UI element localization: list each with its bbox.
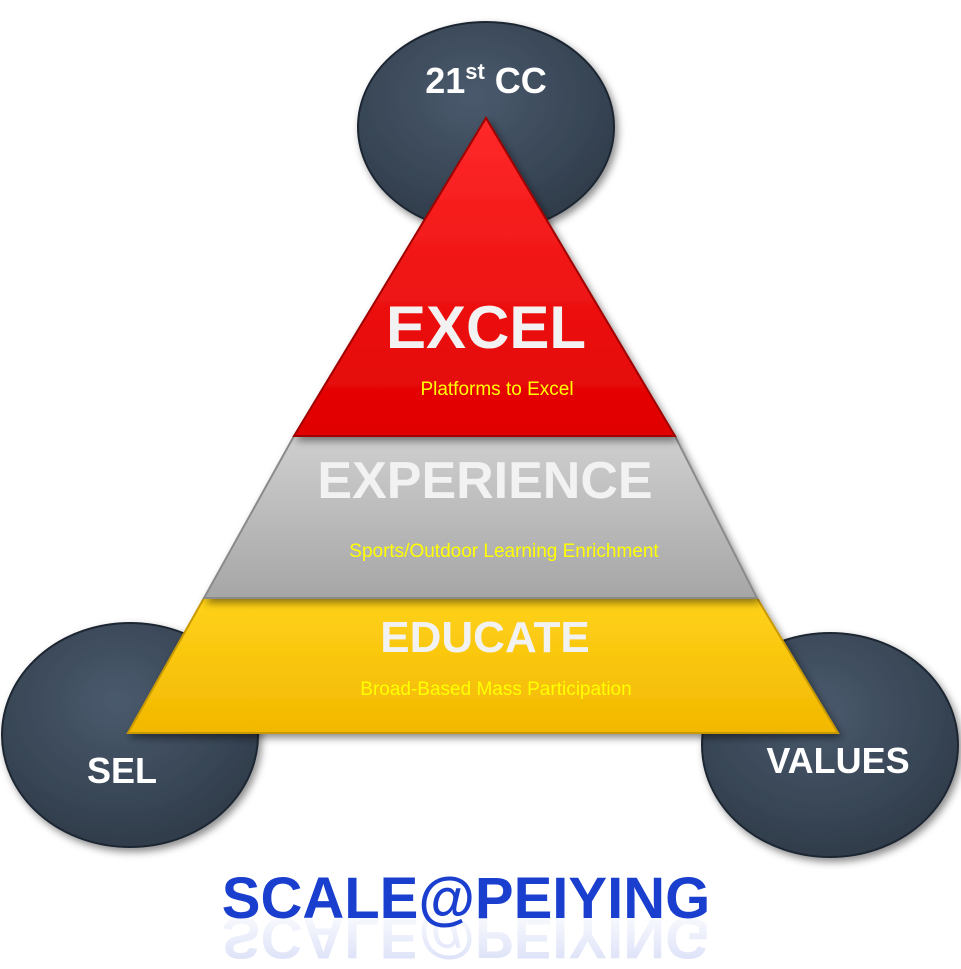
circle-left-label: SEL [87,750,157,791]
tier-experience: EXPERIENCE Sports/Outdoor Learning Enric… [202,435,759,599]
tier-excel-subtitle: Platforms to Excel [420,379,573,400]
footer-title-reflection: SCALE@PEIYING [222,905,710,969]
tier-educate-subtitle: Broad-Based Mass Participation [360,679,631,700]
tier-experience-subtitle: Sports/Outdoor Learning Enrichment [349,541,659,562]
tier-excel-title: EXCEL [386,294,586,361]
footer-title-group: SCALE@PEIYING SCALE@PEIYING [222,866,710,969]
circle-right-label: VALUES [766,740,909,781]
tier-excel: EXCEL Platforms to Excel [292,116,677,437]
tier-educate-title: EDUCATE [380,613,589,662]
tier-educate: EDUCATE Broad-Based Mass Participation [126,597,840,734]
tier-experience-title: EXPERIENCE [317,452,652,510]
footer-title: SCALE@PEIYING [222,866,710,931]
circle-top-label: 21st CC [425,59,547,101]
